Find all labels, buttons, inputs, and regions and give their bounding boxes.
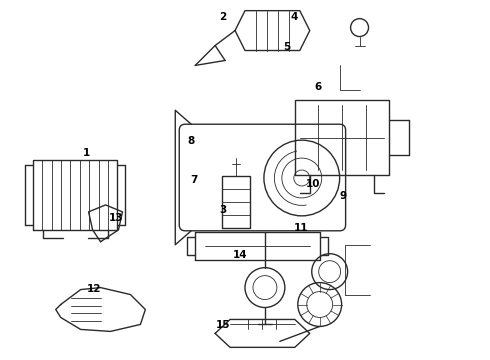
Text: 10: 10 — [306, 179, 320, 189]
Text: 7: 7 — [190, 175, 197, 185]
Text: 11: 11 — [294, 224, 308, 233]
Text: 4: 4 — [290, 12, 297, 22]
Text: 2: 2 — [220, 12, 227, 22]
Text: 3: 3 — [220, 206, 227, 216]
Text: 13: 13 — [108, 213, 123, 222]
Text: 9: 9 — [339, 191, 346, 201]
Text: 1: 1 — [83, 148, 90, 158]
Text: 8: 8 — [188, 136, 195, 145]
Text: 5: 5 — [283, 42, 290, 52]
Text: 15: 15 — [216, 320, 230, 330]
Text: 12: 12 — [86, 284, 101, 294]
Text: 14: 14 — [233, 250, 247, 260]
Text: 6: 6 — [315, 82, 322, 92]
